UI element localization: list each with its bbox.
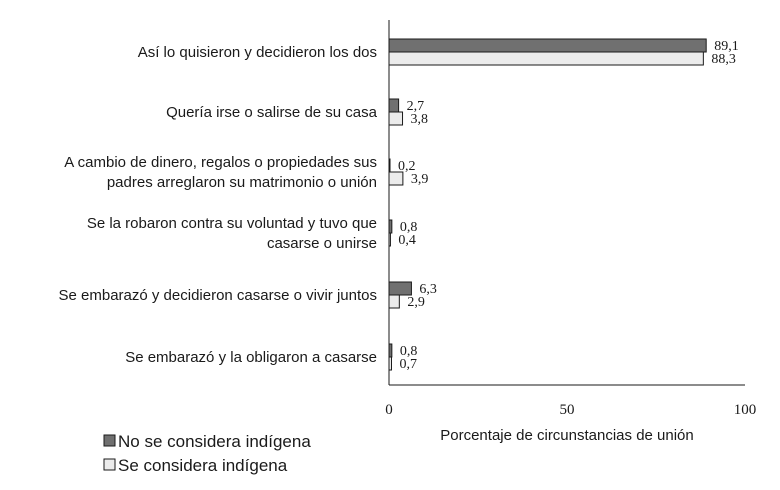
category-label: casarse o unirse xyxy=(267,235,377,252)
bar-indigena xyxy=(388,51,704,66)
bar-indigena xyxy=(388,294,400,309)
category-label: Se embarazó y decidieron casarse o vivir… xyxy=(59,287,378,304)
data-label: 0,4 xyxy=(398,233,416,248)
data-label: 0,7 xyxy=(399,357,417,372)
data-label: 88,3 xyxy=(711,52,736,67)
legend-swatch-no-indigena xyxy=(103,434,116,447)
x-tick-label: 50 xyxy=(560,402,575,418)
bar-no-indigena xyxy=(388,281,412,296)
bar-no-indigena xyxy=(388,98,400,113)
category-label: padres arreglaron su matrimonio o unión xyxy=(107,174,377,191)
x-axis-title: Porcentaje de circunstancias de unión xyxy=(440,427,694,444)
value-labels: 89,188,32,73,80,23,90,80,46,32,90,80,7 xyxy=(398,39,739,372)
axes xyxy=(388,20,745,386)
category-label: Se la robaron contra su voluntad y tuvo … xyxy=(87,215,377,232)
bar-indigena xyxy=(388,111,404,126)
x-tick-label: 0 xyxy=(385,402,393,418)
bar-no-indigena xyxy=(388,38,707,53)
data-label: 0,2 xyxy=(398,159,416,174)
category-label: Así lo quisieron y decidieron los dos xyxy=(138,44,377,61)
data-label: 3,8 xyxy=(411,112,429,127)
category-label: A cambio de dinero, regalos o propiedade… xyxy=(64,154,377,171)
x-tick-label: 100 xyxy=(734,402,757,418)
data-label: 89,1 xyxy=(714,39,739,54)
bars xyxy=(388,38,707,371)
data-label: 3,9 xyxy=(411,172,429,187)
category-label: Se embarazó y la obligaron a casarse xyxy=(125,349,377,366)
x-tick-labels: 0 50 100 xyxy=(385,402,756,418)
category-labels: Así lo quisieron y decidieron los dos Que… xyxy=(59,44,378,366)
legend: No se considera indígena Se considera ind… xyxy=(103,432,311,475)
data-label: 0,8 xyxy=(400,344,418,359)
category-label: Quería irse o salirse de su casa xyxy=(166,104,378,121)
data-label: 2,9 xyxy=(407,295,425,310)
data-label: 0,8 xyxy=(400,220,418,235)
data-label: 6,3 xyxy=(419,282,437,297)
legend-swatch-indigena xyxy=(103,458,116,471)
legend-label: No se considera indígena xyxy=(118,432,311,451)
data-label: 2,7 xyxy=(407,99,425,114)
legend-label: Se considera indígena xyxy=(118,456,288,475)
